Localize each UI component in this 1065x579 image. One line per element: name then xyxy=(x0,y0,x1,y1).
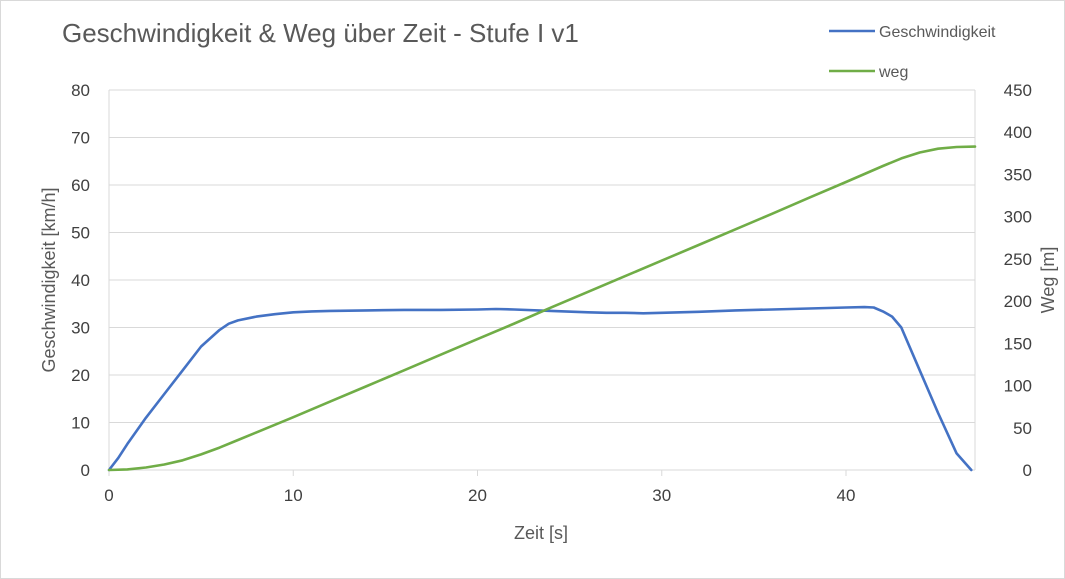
x-tick-label: 10 xyxy=(284,486,303,505)
y-right-axis-label: Weg [m] xyxy=(1038,247,1058,314)
x-tick-labels: 0 10 20 30 40 xyxy=(104,470,855,505)
y-right-tick-label: 0 xyxy=(1023,461,1032,480)
x-tick-label: 0 xyxy=(104,486,113,505)
y-left-tick-label: 50 xyxy=(71,224,90,243)
series-line-geschwindigkeit xyxy=(107,305,973,472)
legend-label: Geschwindigkeit xyxy=(879,24,996,41)
y-left-tick-label: 70 xyxy=(71,129,90,148)
y-right-tick-label: 200 xyxy=(1004,292,1032,311)
y-left-tick-label: 40 xyxy=(71,271,90,290)
y-left-tick-labels: 0 10 20 30 40 50 60 70 80 xyxy=(71,81,90,480)
y-left-tick-label: 10 xyxy=(71,414,90,433)
y-right-tick-label: 250 xyxy=(1004,250,1032,269)
y-left-tick-label: 60 xyxy=(71,176,90,195)
y-right-tick-label: 50 xyxy=(1013,419,1032,438)
y-right-tick-label: 300 xyxy=(1004,208,1032,227)
y-right-tick-labels: 0 50 100 150 200 250 300 350 400 450 xyxy=(1004,81,1032,480)
chart-title: Geschwindigkeit & Weg über Zeit - Stufe … xyxy=(62,18,579,48)
y-left-tick-label: 0 xyxy=(81,461,90,480)
y-right-tick-label: 400 xyxy=(1004,123,1032,142)
x-axis-label: Zeit [s] xyxy=(514,523,568,543)
y-left-tick-label: 80 xyxy=(71,81,90,100)
grid xyxy=(109,89,975,423)
x-tick-label: 20 xyxy=(468,486,487,505)
legend: Geschwindigkeit weg xyxy=(829,24,996,81)
y-right-tick-label: 100 xyxy=(1004,377,1032,396)
y-right-tick-label: 350 xyxy=(1004,165,1032,184)
y-left-axis-label: Geschwindigkeit [km/h] xyxy=(39,187,59,372)
x-tick-label: 30 xyxy=(652,486,671,505)
x-tick-label: 40 xyxy=(837,486,856,505)
y-left-tick-label: 20 xyxy=(71,366,90,385)
y-right-tick-label: 450 xyxy=(1004,81,1032,100)
series-group xyxy=(107,145,977,472)
y-left-tick-label: 30 xyxy=(71,319,90,338)
legend-label: weg xyxy=(878,64,908,81)
y-right-tick-label: 150 xyxy=(1004,334,1032,353)
series-line-weg xyxy=(107,145,977,472)
